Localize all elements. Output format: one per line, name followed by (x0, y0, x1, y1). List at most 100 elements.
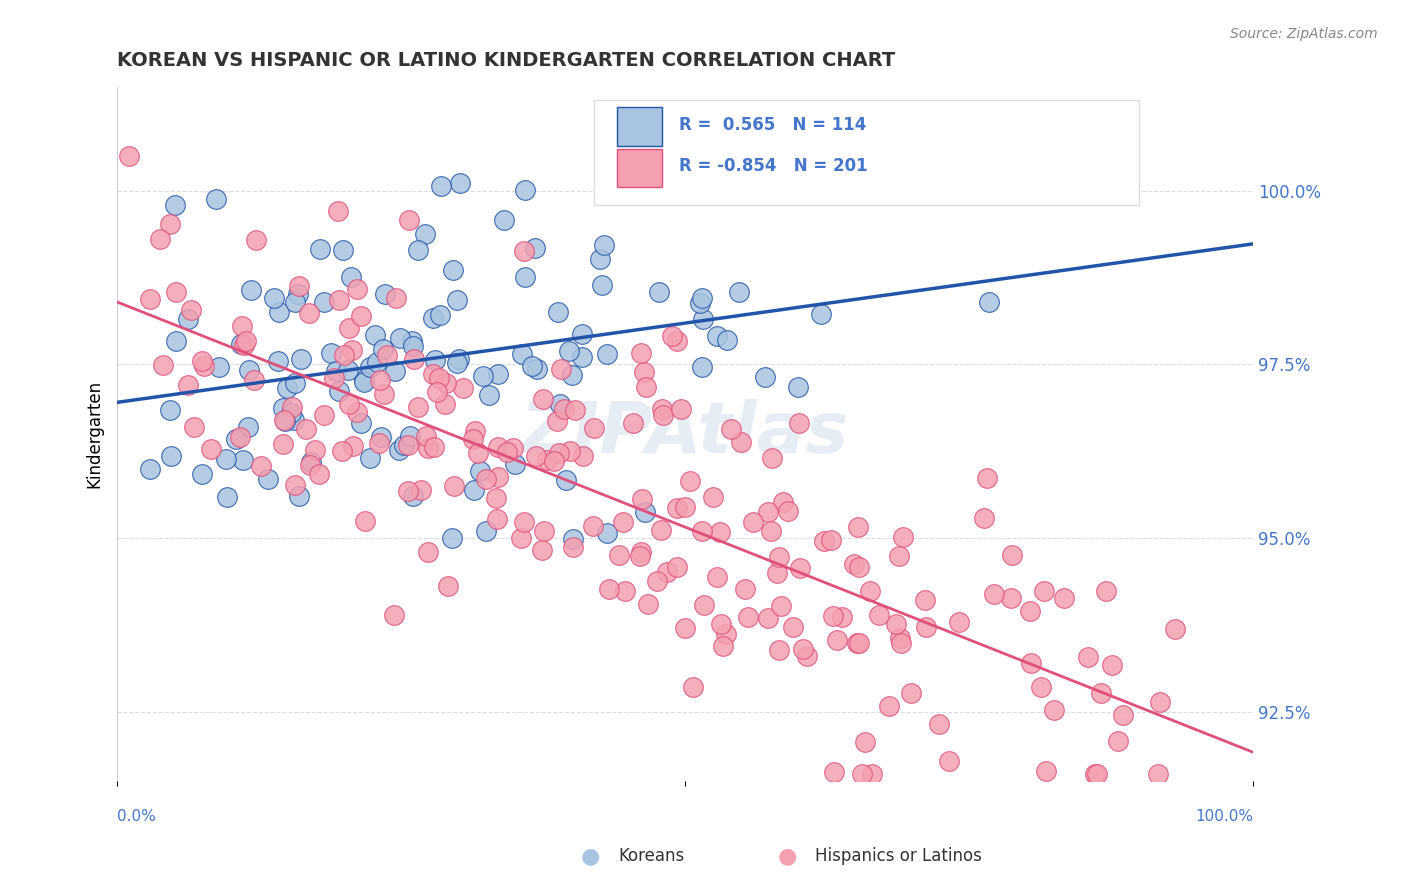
Point (582, 519, 605, 533)
Point (598, 582, 620, 597)
Point (235, 334, 257, 348)
Point (422, 367, 444, 381)
Point (364, 328, 387, 343)
Point (1000, 591, 1022, 605)
Point (631, 492, 654, 507)
Point (429, 308, 451, 322)
Point (416, 544, 439, 558)
Point (679, 474, 702, 488)
Point (720, 422, 742, 436)
FancyBboxPatch shape (595, 101, 1139, 204)
Point (502, 441, 524, 455)
Point (322, 370, 344, 384)
Point (571, 326, 593, 341)
Point (284, 294, 307, 309)
Point (429, 179, 451, 194)
Point (375, 347, 398, 361)
Point (1147, 767, 1170, 781)
Point (422, 311, 444, 326)
Point (582, 420, 605, 434)
Point (464, 424, 486, 438)
Point (333, 348, 356, 362)
Point (217, 490, 239, 504)
Point (354, 515, 377, 529)
Point (561, 368, 583, 383)
Point (402, 352, 425, 367)
Point (593, 237, 616, 252)
Point (716, 334, 738, 348)
Point (308, 467, 330, 482)
Point (637, 597, 659, 611)
Point (208, 360, 231, 375)
Point (948, 615, 970, 629)
Point (666, 560, 689, 574)
Point (139, 292, 162, 306)
Point (564, 403, 586, 417)
Point (337, 321, 360, 335)
Point (273, 436, 295, 450)
Point (312, 408, 335, 422)
Point (276, 381, 298, 395)
Point (366, 355, 388, 369)
Point (513, 269, 536, 284)
Point (396, 483, 419, 498)
Point (702, 490, 724, 504)
Point (406, 400, 429, 414)
Point (1019, 604, 1042, 618)
Point (443, 478, 465, 492)
Point (756, 611, 779, 625)
Point (183, 419, 205, 434)
Point (666, 501, 689, 516)
Point (370, 430, 392, 444)
Point (290, 351, 312, 366)
Point (339, 269, 361, 284)
Point (621, 416, 644, 430)
Point (406, 244, 429, 258)
Point (1101, 658, 1123, 673)
Point (571, 350, 593, 364)
Point (938, 754, 960, 768)
Text: R =  0.565   N = 114: R = 0.565 N = 114 (679, 116, 866, 134)
Point (789, 560, 811, 574)
Point (309, 242, 332, 256)
Point (891, 530, 914, 544)
Point (607, 548, 630, 562)
Point (1084, 767, 1107, 781)
Point (768, 549, 790, 564)
Point (346, 282, 368, 296)
Point (550, 397, 572, 411)
Point (768, 642, 790, 657)
Point (714, 627, 737, 641)
Point (889, 631, 911, 645)
Point (384, 364, 406, 378)
Point (232, 338, 254, 352)
Point (193, 359, 215, 373)
Point (177, 378, 200, 392)
Point (474, 524, 496, 538)
Point (215, 452, 238, 467)
Point (682, 680, 704, 694)
Point (1028, 176, 1050, 190)
Point (595, 347, 617, 361)
Point (628, 549, 651, 564)
Point (1077, 650, 1099, 665)
Point (1031, 680, 1053, 694)
Point (1149, 695, 1171, 709)
Point (392, 438, 415, 452)
Point (1095, 584, 1118, 599)
Point (661, 328, 683, 343)
Point (652, 408, 675, 422)
Point (889, 549, 911, 564)
Point (612, 515, 634, 529)
Point (862, 767, 884, 781)
Point (533, 392, 555, 407)
Point (263, 292, 285, 306)
Point (415, 429, 437, 443)
Point (299, 455, 322, 469)
Point (792, 642, 814, 657)
Point (304, 442, 326, 457)
Point (890, 636, 912, 650)
Point (231, 336, 253, 351)
Text: 100.0%: 100.0% (1195, 809, 1253, 824)
Point (973, 511, 995, 525)
